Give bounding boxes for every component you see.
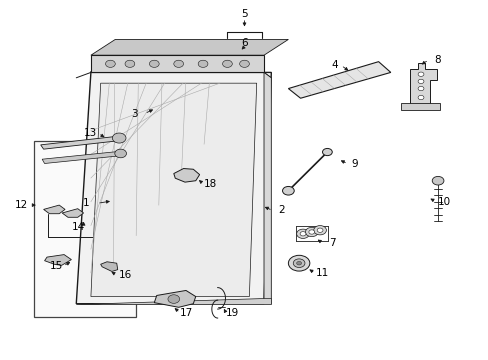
Polygon shape xyxy=(42,151,122,163)
Text: 4: 4 xyxy=(331,60,337,70)
Circle shape xyxy=(300,231,305,236)
Circle shape xyxy=(296,261,301,265)
Circle shape xyxy=(239,60,249,67)
Polygon shape xyxy=(44,255,71,265)
Polygon shape xyxy=(91,83,256,297)
Text: 6: 6 xyxy=(241,38,247,48)
Polygon shape xyxy=(76,72,271,304)
Circle shape xyxy=(308,230,314,234)
Circle shape xyxy=(293,259,305,267)
Text: 2: 2 xyxy=(277,206,284,216)
Text: 19: 19 xyxy=(225,308,239,318)
Polygon shape xyxy=(264,72,271,304)
Text: 9: 9 xyxy=(350,159,357,169)
Circle shape xyxy=(222,60,232,67)
Circle shape xyxy=(288,255,309,271)
Text: 14: 14 xyxy=(72,222,85,231)
Circle shape xyxy=(125,60,135,67)
Text: 1: 1 xyxy=(82,198,89,208)
Text: 16: 16 xyxy=(118,270,131,280)
Circle shape xyxy=(305,227,318,237)
Polygon shape xyxy=(76,298,271,304)
Text: 13: 13 xyxy=(84,129,97,138)
Polygon shape xyxy=(43,205,65,214)
Text: 8: 8 xyxy=(433,55,440,65)
Circle shape xyxy=(173,60,183,67)
Circle shape xyxy=(112,133,126,143)
Polygon shape xyxy=(400,103,439,110)
Polygon shape xyxy=(91,55,264,72)
Circle shape xyxy=(417,72,423,76)
Polygon shape xyxy=(288,62,390,98)
Circle shape xyxy=(417,79,423,84)
Polygon shape xyxy=(41,136,120,149)
Text: 12: 12 xyxy=(15,200,28,210)
Circle shape xyxy=(115,149,126,158)
Circle shape xyxy=(431,176,443,185)
Text: 11: 11 xyxy=(315,268,328,278)
Text: 10: 10 xyxy=(437,197,450,207)
Polygon shape xyxy=(101,262,118,271)
Circle shape xyxy=(149,60,159,67)
Circle shape xyxy=(198,60,207,67)
Text: 15: 15 xyxy=(50,261,63,271)
Circle shape xyxy=(167,295,179,303)
Circle shape xyxy=(105,60,115,67)
Text: 17: 17 xyxy=(179,308,192,318)
Circle shape xyxy=(322,148,331,156)
Circle shape xyxy=(417,86,423,91)
Circle shape xyxy=(282,186,294,195)
Text: 18: 18 xyxy=(203,179,217,189)
Polygon shape xyxy=(173,168,199,182)
Circle shape xyxy=(417,95,423,100)
Circle shape xyxy=(317,228,323,232)
Circle shape xyxy=(313,226,326,235)
Polygon shape xyxy=(62,209,83,217)
FancyBboxPatch shape xyxy=(34,141,136,317)
Text: 7: 7 xyxy=(328,238,335,248)
Circle shape xyxy=(296,229,309,238)
Text: 5: 5 xyxy=(241,9,247,19)
Polygon shape xyxy=(91,40,288,55)
Polygon shape xyxy=(409,63,436,105)
Text: 3: 3 xyxy=(131,109,138,119)
Polygon shape xyxy=(154,291,195,307)
